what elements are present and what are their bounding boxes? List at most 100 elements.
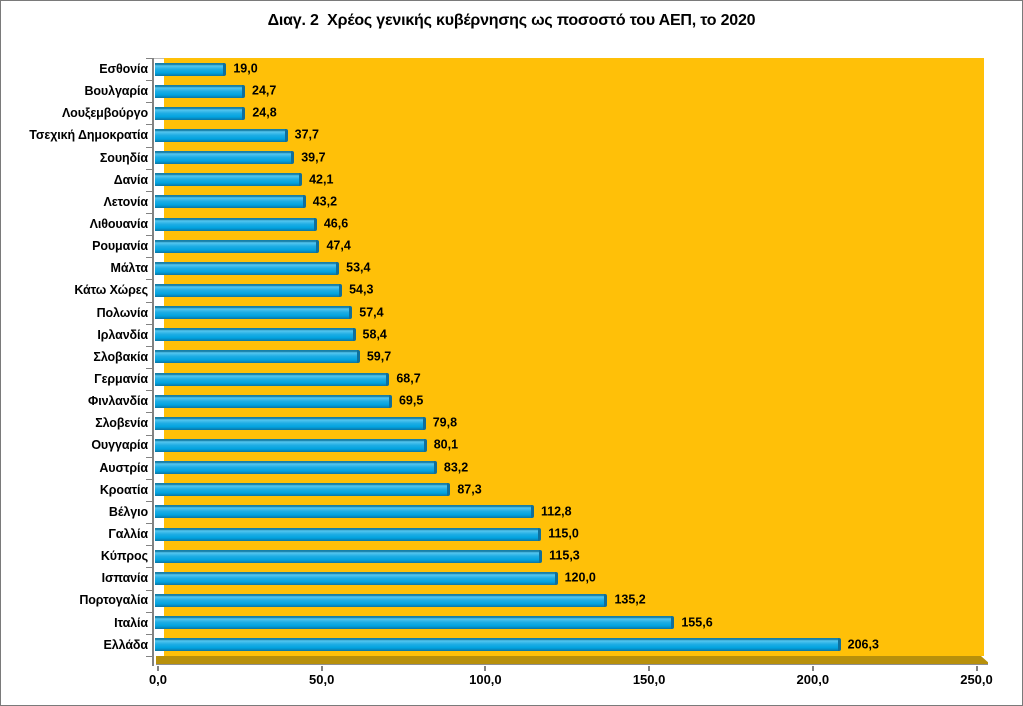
bar-value-label: 37,7 [294, 128, 319, 143]
y-axis-tick [146, 124, 153, 126]
bar-value-label: 87,3 [457, 482, 482, 497]
y-axis-tick [146, 257, 153, 259]
category-label: Μάλτα [110, 261, 149, 276]
bar-row: 206,3 [155, 634, 984, 656]
y-axis-tick [146, 412, 153, 414]
bar [155, 195, 306, 209]
bar-row: 47,4 [155, 235, 984, 257]
x-axis-tick [811, 666, 814, 671]
bar-row: 120,0 [155, 567, 984, 589]
bar [155, 571, 558, 585]
x-axis-tick-label: 0,0 [148, 672, 168, 687]
y-axis-tick [146, 434, 153, 436]
bar [155, 128, 288, 142]
x-axis-tick-label: 250,0 [960, 672, 993, 687]
bar-value-label: 135,2 [614, 593, 646, 608]
bar [155, 173, 303, 187]
bar [155, 461, 437, 475]
y-axis-tick [146, 390, 153, 392]
category-label: Πορτογαλία [79, 593, 148, 608]
bar-value-label: 43,2 [312, 194, 338, 209]
bar-row: 24,8 [155, 102, 984, 124]
bar-value-label: 206,3 [847, 637, 879, 652]
bar [155, 438, 427, 452]
y-axis-tick [146, 323, 153, 325]
y-axis-tick [146, 80, 153, 82]
bar-row: 54,3 [155, 279, 984, 301]
category-label: Γερμανία [94, 372, 148, 387]
bar-row: 24,7 [155, 80, 984, 102]
bar [155, 62, 227, 76]
y-axis-tick [146, 500, 153, 502]
bar-value-label: 19,0 [233, 61, 258, 76]
bar-value-label: 115,3 [549, 548, 580, 563]
bar-row: 83,2 [155, 457, 984, 479]
bar-row: 59,7 [155, 346, 984, 368]
bar-row: 69,5 [155, 390, 984, 412]
y-axis-tick [146, 345, 153, 347]
y-axis-tick [146, 213, 153, 215]
bar-row: 79,8 [155, 412, 984, 434]
bar-value-label: 24,8 [252, 105, 277, 120]
bar-row: 115,3 [155, 545, 984, 567]
bar-row: 115,0 [155, 523, 984, 545]
bar [155, 527, 542, 541]
bar-value-label: 42,1 [309, 172, 334, 187]
y-axis-tick [146, 102, 153, 104]
bar [155, 372, 390, 386]
bar [155, 394, 392, 408]
bar-value-label: 120,0 [564, 570, 596, 585]
bar-value-label: 69,5 [398, 393, 424, 408]
bar [155, 217, 317, 231]
bar-value-label: 155,6 [681, 615, 713, 630]
plot-area: 19,0 24,7 24,8 37,7 39,7 42,1 43,2 46,6 47,4 53,4… [155, 58, 984, 656]
y-axis-tick [146, 301, 153, 303]
category-label: Τσεχική Δημοκρατία [29, 128, 148, 143]
bar-value-label: 80,1 [433, 438, 459, 453]
bar-row: 155,6 [155, 612, 984, 634]
bar [155, 416, 426, 430]
y-axis-tick [146, 523, 153, 525]
category-label: Λουξεμβούργο [61, 106, 148, 121]
bar [155, 328, 356, 342]
bar-row: 80,1 [155, 434, 984, 456]
y-axis-tick [146, 567, 153, 569]
x-axis-tick [157, 666, 159, 671]
bar-row: 37,7 [155, 124, 984, 146]
y-axis-tick [146, 633, 153, 635]
y-axis-tick [146, 279, 153, 281]
category-label: Ιρλανδία [97, 327, 148, 342]
bar-value-label: 58,4 [362, 327, 387, 342]
bar [155, 84, 246, 98]
category-label: Εσθονία [99, 62, 148, 77]
x-axis-tick [975, 666, 978, 671]
bar-value-label: 53,4 [346, 260, 371, 275]
bar-row: 68,7 [155, 368, 984, 390]
y-axis-tick [146, 168, 153, 170]
category-label: Λετονία [103, 194, 148, 209]
bar-value-label: 79,8 [432, 415, 458, 430]
y-axis-tick [146, 611, 153, 613]
bar-value-label: 47,4 [326, 238, 351, 253]
bar-value-label: 112,8 [540, 504, 572, 519]
category-label: Ελλάδα [103, 637, 149, 652]
bar-row: 46,6 [155, 213, 984, 235]
y-axis-line [152, 58, 154, 666]
bar [155, 638, 841, 652]
bar-row: 135,2 [155, 589, 984, 611]
y-axis-tick [146, 545, 153, 547]
bar [155, 306, 353, 320]
bar [155, 616, 675, 630]
bar [155, 483, 451, 497]
category-label: Σλοβενία [95, 416, 148, 431]
bar-value-label: 115,0 [548, 526, 579, 541]
bar-row: 42,1 [155, 169, 984, 191]
y-axis-tick [146, 478, 153, 480]
x-axis-tick-label: 150,0 [632, 672, 666, 687]
x-axis-tick [648, 666, 651, 671]
bar-value-label: 59,7 [366, 349, 392, 364]
bar-value-label: 46,6 [323, 216, 349, 231]
category-label: Φινλανδία [88, 394, 148, 409]
bar [155, 261, 340, 275]
bar-row: 19,0 [155, 58, 984, 80]
